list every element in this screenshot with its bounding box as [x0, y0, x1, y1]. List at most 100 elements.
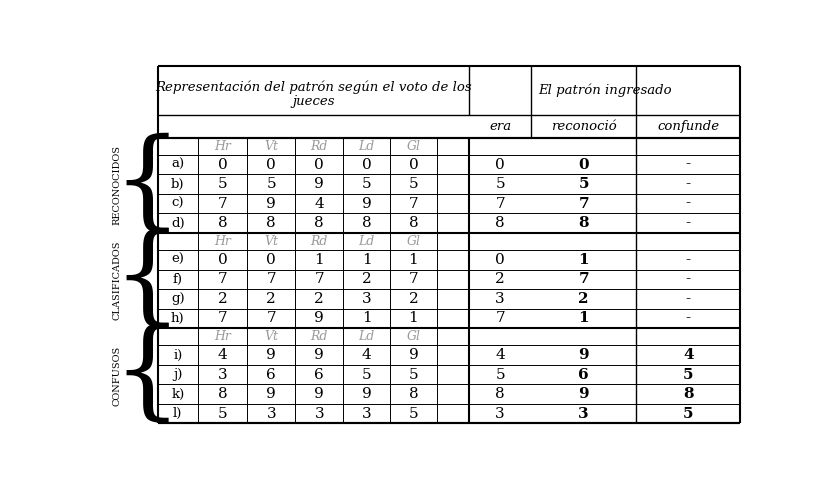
- Text: -: -: [686, 311, 691, 325]
- Text: 3: 3: [496, 292, 505, 306]
- Text: Ld: Ld: [358, 140, 375, 153]
- Text: 5: 5: [578, 177, 589, 191]
- Text: b): b): [171, 177, 184, 190]
- Text: 1: 1: [362, 311, 372, 325]
- Text: 1: 1: [409, 311, 418, 325]
- Text: 3: 3: [218, 368, 227, 382]
- Text: 8: 8: [496, 216, 505, 230]
- Text: 0: 0: [267, 158, 276, 172]
- Text: 6: 6: [267, 368, 276, 382]
- Text: Gl: Gl: [406, 235, 420, 248]
- Text: Representación del patrón según el voto de los: Representación del patrón según el voto …: [155, 80, 472, 94]
- Text: 7: 7: [409, 197, 418, 211]
- Text: 3: 3: [362, 292, 372, 306]
- Text: 4: 4: [496, 348, 505, 362]
- Text: 9: 9: [315, 311, 324, 325]
- Text: 8: 8: [409, 216, 418, 230]
- Text: 0: 0: [218, 253, 227, 267]
- Text: 5: 5: [683, 368, 694, 382]
- Text: 5: 5: [409, 368, 418, 382]
- Text: 7: 7: [496, 197, 505, 211]
- Text: 9: 9: [409, 348, 418, 362]
- Text: Vt: Vt: [264, 330, 278, 343]
- Text: 0: 0: [496, 253, 505, 267]
- Text: 7: 7: [218, 311, 227, 325]
- Text: a): a): [171, 158, 184, 171]
- Text: g): g): [171, 293, 185, 306]
- Text: 8: 8: [362, 216, 372, 230]
- Text: 0: 0: [578, 158, 589, 172]
- Text: 3: 3: [578, 407, 589, 421]
- Text: CONFUSOS: CONFUSOS: [113, 346, 121, 406]
- Text: -: -: [686, 272, 691, 286]
- Text: 5: 5: [409, 177, 418, 191]
- Text: 1: 1: [409, 253, 418, 267]
- Text: -: -: [686, 197, 691, 211]
- Text: 4: 4: [315, 197, 324, 211]
- Text: era: era: [489, 120, 511, 133]
- Text: 5: 5: [683, 407, 694, 421]
- Text: 8: 8: [409, 387, 418, 401]
- Text: 5: 5: [496, 368, 505, 382]
- Text: -: -: [686, 158, 691, 172]
- Text: El patrón ingresado: El patrón ingresado: [538, 84, 672, 97]
- Text: 4: 4: [683, 348, 694, 362]
- Text: 1: 1: [362, 253, 372, 267]
- Text: 7: 7: [267, 311, 276, 325]
- Text: i): i): [173, 348, 183, 362]
- Text: reconoció: reconoció: [551, 120, 616, 133]
- Text: 5: 5: [362, 368, 372, 382]
- Text: 9: 9: [578, 348, 589, 362]
- Text: 8: 8: [218, 387, 227, 401]
- Text: Vt: Vt: [264, 140, 278, 153]
- Text: Hr: Hr: [214, 330, 231, 343]
- Text: 6: 6: [315, 368, 324, 382]
- Text: 9: 9: [267, 197, 276, 211]
- Text: 7: 7: [496, 311, 505, 325]
- Text: 8: 8: [315, 216, 324, 230]
- Text: {: {: [112, 228, 182, 333]
- Text: 7: 7: [267, 272, 276, 286]
- Text: 2: 2: [578, 292, 589, 306]
- Text: 9: 9: [578, 387, 589, 401]
- Text: 2: 2: [218, 292, 227, 306]
- Text: Gl: Gl: [406, 140, 420, 153]
- Text: 5: 5: [409, 407, 418, 421]
- Text: 5: 5: [267, 177, 276, 191]
- Text: confunde: confunde: [657, 120, 719, 133]
- Text: -: -: [686, 177, 691, 191]
- Text: 7: 7: [218, 197, 227, 211]
- Text: 8: 8: [218, 216, 227, 230]
- Text: 5: 5: [218, 407, 227, 421]
- Text: CLASIFICADOS: CLASIFICADOS: [113, 241, 121, 320]
- Text: 7: 7: [578, 272, 589, 286]
- Text: 3: 3: [496, 407, 505, 421]
- Text: c): c): [172, 197, 184, 210]
- Text: Rd: Rd: [311, 140, 328, 153]
- Text: 7: 7: [409, 272, 418, 286]
- Text: 3: 3: [362, 407, 372, 421]
- Text: 1: 1: [315, 253, 324, 267]
- Text: Hr: Hr: [214, 140, 231, 153]
- Text: 2: 2: [315, 292, 324, 306]
- Text: 7: 7: [315, 272, 324, 286]
- Text: 4: 4: [362, 348, 372, 362]
- Text: Rd: Rd: [311, 330, 328, 343]
- Text: Gl: Gl: [406, 330, 420, 343]
- Text: 4: 4: [218, 348, 227, 362]
- Text: 5: 5: [362, 177, 372, 191]
- Text: {: {: [112, 323, 182, 428]
- Text: 0: 0: [267, 253, 276, 267]
- Text: 8: 8: [267, 216, 276, 230]
- Text: Ld: Ld: [358, 235, 375, 248]
- Text: 6: 6: [578, 368, 589, 382]
- Text: 9: 9: [267, 348, 276, 362]
- Text: h): h): [171, 312, 185, 325]
- Text: -: -: [686, 216, 691, 230]
- Text: 9: 9: [362, 387, 372, 401]
- Text: 2: 2: [409, 292, 418, 306]
- Text: 9: 9: [362, 197, 372, 211]
- Text: l): l): [173, 407, 183, 420]
- Text: 2: 2: [267, 292, 276, 306]
- Text: 9: 9: [315, 177, 324, 191]
